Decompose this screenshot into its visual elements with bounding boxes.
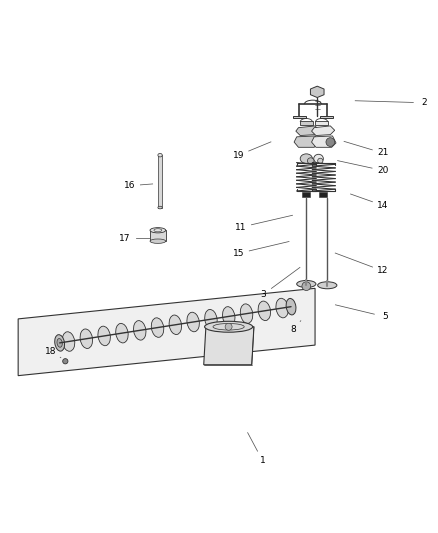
Ellipse shape (205, 321, 253, 332)
Ellipse shape (240, 304, 253, 324)
Ellipse shape (307, 158, 314, 164)
Polygon shape (315, 121, 328, 125)
Text: 3: 3 (260, 290, 265, 300)
Polygon shape (294, 136, 318, 147)
Text: 2: 2 (421, 98, 427, 107)
Ellipse shape (300, 154, 312, 164)
Text: 14: 14 (377, 201, 389, 210)
Polygon shape (204, 327, 254, 365)
Ellipse shape (276, 298, 288, 318)
Text: 20: 20 (377, 166, 389, 175)
Text: 12: 12 (377, 266, 389, 276)
Text: 5: 5 (382, 312, 388, 321)
Polygon shape (300, 121, 313, 125)
Ellipse shape (80, 329, 92, 349)
Text: 11: 11 (235, 223, 247, 232)
Text: 19: 19 (233, 151, 244, 160)
Ellipse shape (151, 318, 164, 337)
Circle shape (326, 138, 335, 147)
Circle shape (225, 323, 232, 330)
Ellipse shape (158, 154, 162, 157)
Polygon shape (150, 230, 166, 241)
Ellipse shape (314, 154, 323, 163)
Polygon shape (293, 116, 306, 118)
Ellipse shape (187, 312, 199, 332)
Text: 8: 8 (290, 325, 296, 334)
Text: 21: 21 (377, 149, 389, 157)
Ellipse shape (55, 335, 64, 351)
FancyBboxPatch shape (302, 192, 310, 197)
Text: 1: 1 (260, 456, 265, 465)
Text: 17: 17 (120, 233, 131, 243)
Text: 16: 16 (124, 181, 135, 190)
Ellipse shape (116, 324, 128, 343)
Ellipse shape (318, 282, 337, 289)
Ellipse shape (98, 326, 110, 346)
Text: 15: 15 (233, 249, 244, 258)
Polygon shape (311, 136, 336, 147)
Text: 18: 18 (45, 347, 57, 356)
Ellipse shape (169, 315, 182, 335)
Polygon shape (296, 126, 319, 135)
Polygon shape (311, 126, 335, 135)
FancyBboxPatch shape (319, 192, 327, 197)
Ellipse shape (150, 239, 166, 244)
Ellipse shape (297, 280, 316, 287)
Polygon shape (320, 116, 333, 118)
Polygon shape (18, 288, 315, 376)
Ellipse shape (134, 321, 146, 340)
Polygon shape (311, 86, 324, 98)
Ellipse shape (62, 332, 75, 351)
Ellipse shape (63, 359, 68, 364)
Circle shape (302, 282, 311, 290)
Polygon shape (158, 155, 162, 207)
Ellipse shape (286, 298, 296, 315)
Ellipse shape (158, 206, 162, 209)
Ellipse shape (318, 158, 323, 164)
Ellipse shape (223, 306, 235, 326)
Ellipse shape (258, 301, 271, 321)
Ellipse shape (57, 338, 62, 347)
Ellipse shape (205, 310, 217, 329)
Ellipse shape (150, 228, 166, 233)
